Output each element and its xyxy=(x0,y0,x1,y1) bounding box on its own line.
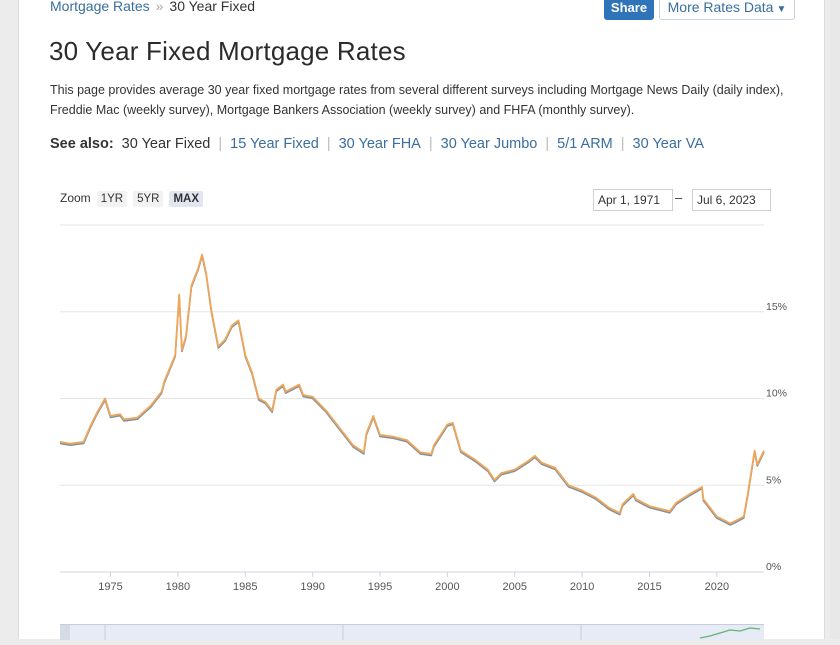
x-tick-label: 1975 xyxy=(98,581,122,593)
zoom-max-button[interactable]: MAX xyxy=(169,191,203,207)
page-title: 30 Year Fixed Mortgage Rates xyxy=(49,36,406,66)
breadcrumb-current: 30 Year Fixed xyxy=(169,0,256,14)
navigator-sparkline xyxy=(60,625,761,640)
date-to-input[interactable]: Jul 6, 2023 xyxy=(692,189,771,211)
zoom-label: Zoom xyxy=(60,191,91,205)
x-tick-label: 2010 xyxy=(570,581,594,593)
breadcrumb-separator: » xyxy=(155,0,164,14)
see-also-link-15-year-fixed[interactable]: 15 Year Fixed xyxy=(230,136,319,152)
x-tick-label: 1995 xyxy=(368,581,392,593)
see-also-bar: See also: 30 Year Fixed | 15 Year Fixed | 30 … xyxy=(50,136,704,152)
page-intro: This page provides average 30 year fixed… xyxy=(50,83,784,117)
date-from-input[interactable]: Apr 1, 1971 xyxy=(593,189,673,211)
chart-navigator[interactable] xyxy=(60,624,764,640)
y-tick-label: 15% xyxy=(766,301,787,313)
more-rates-data-dropdown[interactable]: More Rates Data ▼ xyxy=(659,0,795,20)
y-tick-label: 5% xyxy=(766,474,781,486)
share-button[interactable]: Share xyxy=(604,0,654,20)
x-tick-label: 2005 xyxy=(502,581,526,593)
navigator-left-handle[interactable] xyxy=(60,625,70,640)
chart-series xyxy=(59,253,765,526)
series-line-secondary xyxy=(59,255,765,526)
zoom-1yr-button[interactable]: 1YR xyxy=(96,191,128,207)
x-tick-label: 2020 xyxy=(705,581,729,593)
x-tick-label: 2000 xyxy=(435,581,459,593)
date-range-dash: – xyxy=(675,190,683,205)
navigator-series-line xyxy=(699,627,761,639)
divider: | xyxy=(326,136,331,152)
see-also-link-5-1-arm[interactable]: 5/1 ARM xyxy=(557,136,613,152)
see-also-link-30-year-va[interactable]: 30 Year VA xyxy=(632,136,705,152)
zoom-5yr-button[interactable]: 5YR xyxy=(133,191,164,207)
caret-down-icon: ▼ xyxy=(776,4,787,15)
chart-labels: 0% 5% 10% 15% 1975 1980 1985 1990 1995 2000 2005 20… xyxy=(98,301,787,593)
x-tick-label: 1985 xyxy=(233,581,257,593)
x-tick-label: 2015 xyxy=(637,581,661,593)
y-tick-label: 10% xyxy=(766,388,787,400)
divider: | xyxy=(428,136,433,152)
more-rates-data-label: More Rates Data xyxy=(667,0,774,15)
page-panel xyxy=(18,0,825,639)
see-also-link-30-year-jumbo[interactable]: 30 Year Jumbo xyxy=(440,136,538,152)
see-also-link-30-year-fha[interactable]: 30 Year FHA xyxy=(338,136,421,152)
see-also-current: 30 Year Fixed xyxy=(121,136,211,152)
window-edge xyxy=(830,0,840,639)
see-also-label: See also: xyxy=(50,136,114,152)
x-tick-label: 1980 xyxy=(166,581,190,593)
breadcrumb: Mortgage Rates » 30 Year Fixed xyxy=(50,0,255,14)
chart-gridlines xyxy=(60,224,764,577)
breadcrumb-link-mortgage-rates[interactable]: Mortgage Rates xyxy=(50,0,150,14)
y-tick-label: 0% xyxy=(766,561,781,573)
series-line-30-year-fixed xyxy=(59,253,765,525)
zoom-controls: Zoom 1YR 5YR MAX xyxy=(60,191,209,207)
x-tick-label: 1990 xyxy=(300,581,324,593)
divider: | xyxy=(620,136,625,152)
divider: | xyxy=(218,136,223,152)
divider: | xyxy=(545,136,550,152)
